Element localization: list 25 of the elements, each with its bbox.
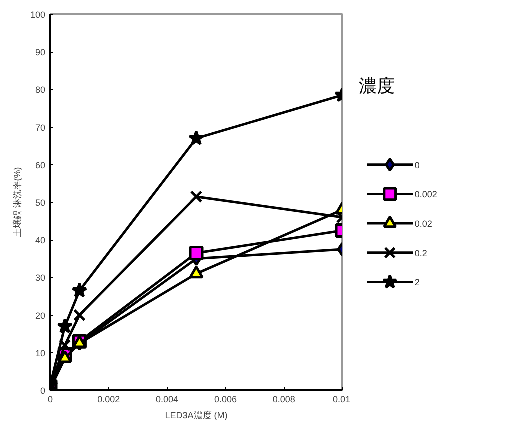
y-tick-label: 10: [35, 348, 46, 358]
y-axis-title: 土壌鍋 淋洗率(%): [12, 167, 22, 238]
legend-title: 濃度: [358, 76, 395, 96]
legend-label: 0.2: [414, 248, 428, 258]
x-axis-title: LED3A濃度 (M): [165, 410, 228, 420]
legend-label: 0.02: [414, 219, 432, 230]
y-tick-label: 40: [35, 236, 46, 246]
x-tick-label: 0.006: [214, 394, 237, 404]
y-tick-label: 30: [35, 273, 46, 284]
x-tick-label: 0.01: [332, 394, 351, 404]
y-tick-label: 60: [35, 160, 46, 170]
legend-label: 0: [414, 160, 420, 170]
y-tick-label: 70: [35, 122, 46, 133]
y-tick-label: 80: [35, 85, 46, 96]
y-tick-label: 90: [35, 48, 46, 58]
legend-label: 2: [414, 278, 420, 288]
x-tick-label: 0.008: [272, 394, 296, 404]
y-tick-label: 50: [35, 198, 46, 208]
y-tick-label: 20: [35, 310, 46, 321]
x-tick-label: 0.004: [156, 394, 179, 404]
legend-label: 0.002: [414, 190, 438, 200]
y-tick-label: 0: [40, 386, 46, 396]
x-tick-label: 0: [48, 394, 54, 404]
x-tick-label: 0.002: [98, 394, 120, 404]
y-tick-label: 100: [30, 10, 46, 20]
